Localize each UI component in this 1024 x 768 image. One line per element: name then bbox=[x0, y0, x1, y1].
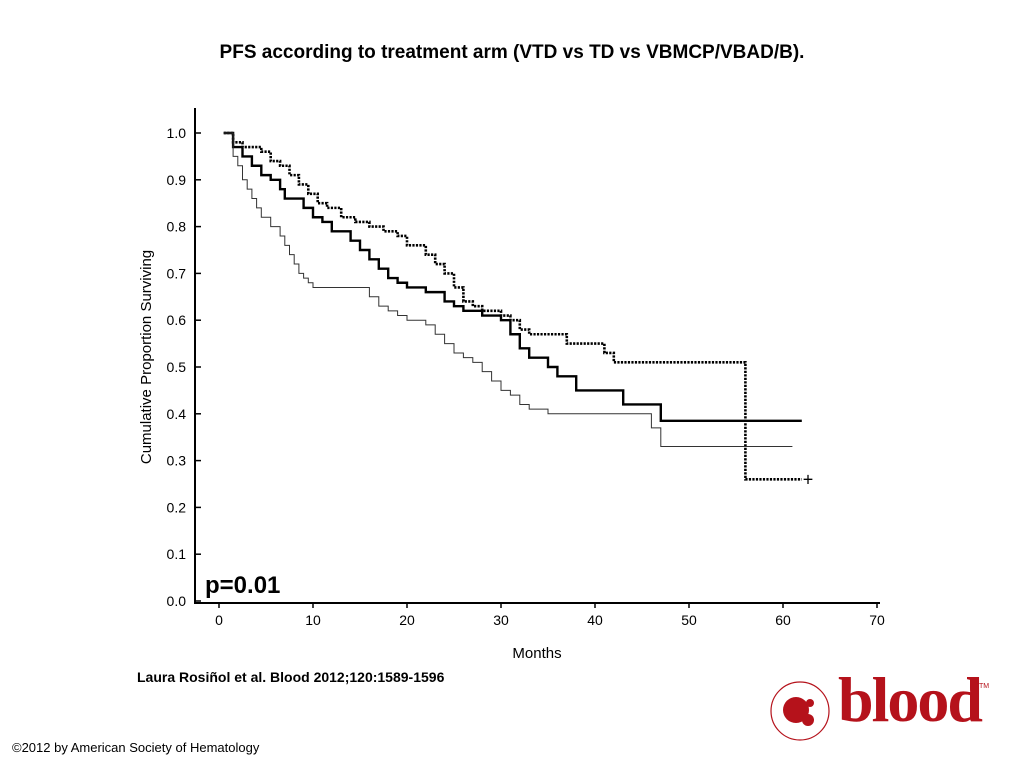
x-axis-label: Months bbox=[512, 645, 561, 662]
survival-curve-dotted-thick bbox=[223, 131, 802, 481]
logo-trademark: TM bbox=[979, 683, 990, 690]
x-tick-label: 20 bbox=[399, 612, 415, 628]
x-tick-label: 30 bbox=[493, 612, 509, 628]
y-tick-label: 0.3 bbox=[167, 453, 187, 469]
blood-journal-logo bbox=[770, 681, 830, 741]
censor-marker: + bbox=[803, 469, 814, 489]
y-tick-label: 0.9 bbox=[167, 172, 187, 188]
y-tick-label: 0.6 bbox=[167, 312, 187, 328]
blood-logo-text: blood bbox=[838, 664, 983, 735]
y-tick-label: 0.5 bbox=[167, 359, 187, 375]
logo-seal-ring bbox=[770, 681, 830, 741]
y-tick-label: 0.4 bbox=[167, 406, 187, 422]
logo-seal-cell-tiny bbox=[806, 699, 814, 707]
x-tick-label: 0 bbox=[215, 612, 223, 628]
y-tick-label: 0.0 bbox=[167, 593, 187, 609]
survival-curve-solid-thick bbox=[223, 131, 802, 423]
logo-seal-cell-large bbox=[783, 697, 809, 723]
survival-curve-solid-thin bbox=[223, 132, 793, 448]
x-tick-label: 40 bbox=[587, 612, 603, 628]
y-tick-label: 0.7 bbox=[167, 265, 187, 281]
x-tick-label: 50 bbox=[681, 612, 697, 628]
x-tick-label: 60 bbox=[775, 612, 791, 628]
p-value-annotation: p=0.01 bbox=[205, 572, 280, 599]
y-tick-label: 0.8 bbox=[167, 219, 187, 235]
citation: Laura Rosiñol et al. Blood 2012;120:1589… bbox=[137, 669, 445, 685]
copyright-notice: ©2012 by American Society of Hematology bbox=[12, 740, 260, 755]
y-tick-label: 0.1 bbox=[167, 546, 187, 562]
slide-title: PFS according to treatment arm (VTD vs T… bbox=[219, 42, 805, 63]
logo-seal-cell-small bbox=[802, 714, 814, 726]
y-tick-label: 1.0 bbox=[167, 125, 187, 141]
y-tick-label: 0.2 bbox=[167, 499, 187, 515]
x-tick-label: 10 bbox=[305, 612, 321, 628]
y-axis-label: Cumulative Proportion Surviving bbox=[138, 250, 155, 464]
x-tick-label: 70 bbox=[869, 612, 885, 628]
